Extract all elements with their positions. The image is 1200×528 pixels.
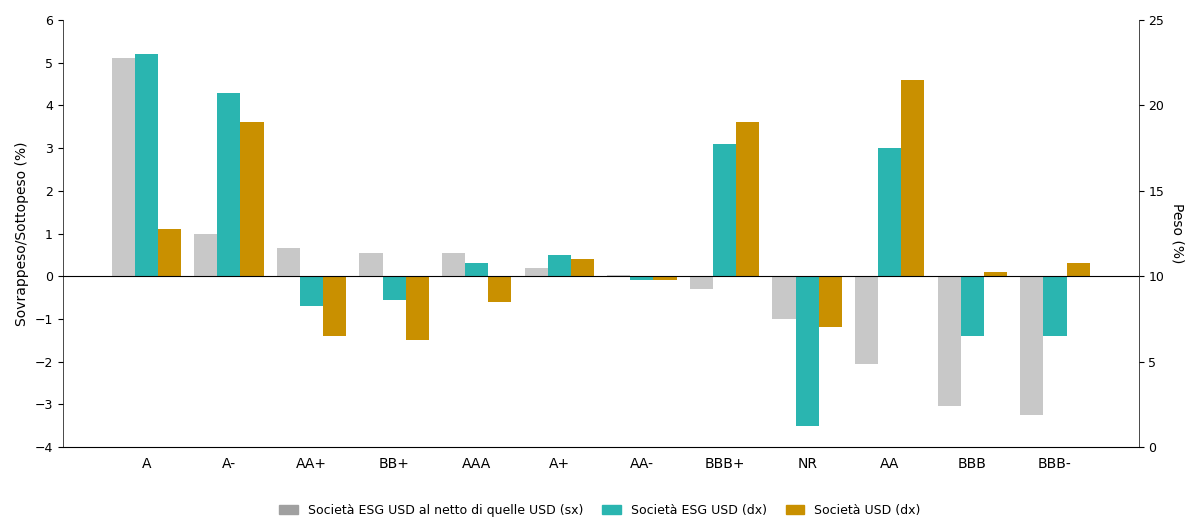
Bar — [961, 276, 984, 336]
Bar — [359, 253, 383, 276]
Bar — [112, 59, 134, 276]
Bar — [547, 255, 571, 276]
Bar — [654, 276, 677, 280]
Bar — [488, 276, 511, 302]
Bar — [442, 253, 466, 276]
Bar — [901, 80, 924, 276]
Bar — [630, 276, 654, 280]
Bar — [607, 275, 630, 276]
Bar — [773, 276, 796, 319]
Bar — [937, 276, 961, 407]
Bar — [984, 272, 1007, 276]
Bar — [796, 276, 818, 426]
Bar — [383, 276, 406, 300]
Bar — [856, 276, 878, 364]
Bar — [1020, 276, 1044, 415]
Bar — [217, 92, 240, 276]
Bar — [878, 148, 901, 276]
Bar — [466, 263, 488, 276]
Bar — [323, 276, 346, 336]
Bar — [818, 276, 842, 327]
Bar — [277, 249, 300, 276]
Bar — [194, 233, 217, 276]
Bar — [736, 122, 760, 276]
Y-axis label: Sovrappeso/Sottopeso (%): Sovrappeso/Sottopeso (%) — [16, 142, 29, 326]
Bar — [1067, 263, 1090, 276]
Y-axis label: Peso (%): Peso (%) — [1171, 203, 1186, 263]
Bar — [571, 259, 594, 276]
Bar — [1044, 276, 1067, 336]
Bar — [406, 276, 428, 340]
Bar — [300, 276, 323, 306]
Bar — [158, 229, 181, 276]
Bar — [713, 144, 736, 276]
Bar — [134, 54, 158, 276]
Bar — [690, 276, 713, 289]
Bar — [240, 122, 264, 276]
Legend: Società ESG USD al netto di quelle USD (sx), Società ESG USD (dx), Società USD (: Società ESG USD al netto di quelle USD (… — [275, 499, 925, 522]
Bar — [524, 268, 547, 276]
